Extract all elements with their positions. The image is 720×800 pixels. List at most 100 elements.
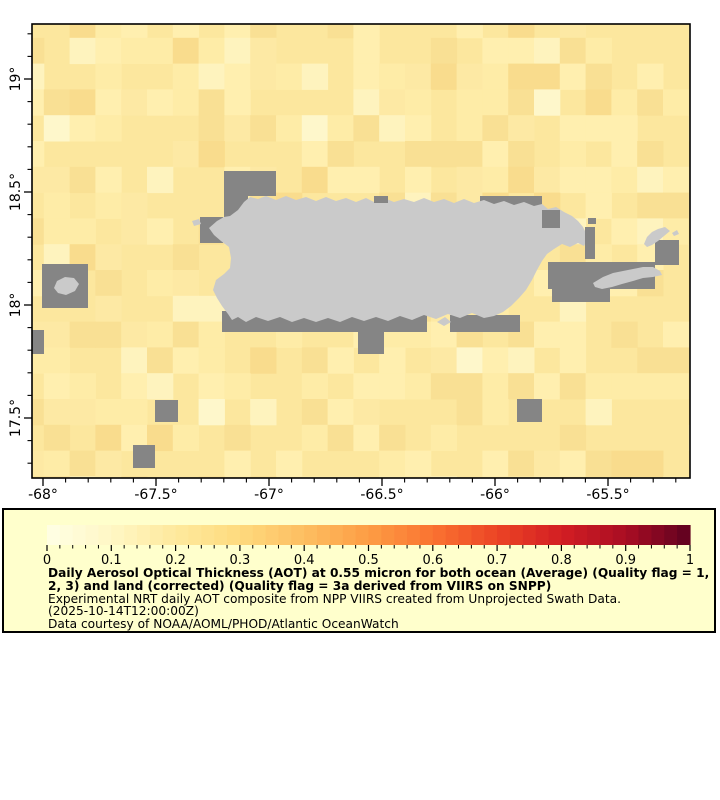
ocean-cell	[534, 321, 561, 348]
ocean-cell	[43, 399, 71, 426]
ocean-cell	[534, 166, 561, 194]
ocean-cell	[559, 450, 587, 477]
ocean-cell	[276, 115, 303, 142]
ocean-cell	[611, 166, 638, 194]
ocean-cell	[95, 166, 122, 194]
ocean-cell	[172, 347, 200, 374]
ocean-cell	[301, 141, 329, 168]
colorbar-segment	[368, 525, 382, 545]
ocean-cell	[688, 373, 690, 400]
ocean-cell	[276, 63, 303, 90]
ocean-cell	[430, 424, 458, 452]
ocean-cell	[43, 347, 71, 374]
ocean-cell	[430, 37, 458, 65]
colorbar-segment	[509, 525, 524, 545]
cloud-cell	[517, 399, 542, 422]
x-axis-label: -65.5°	[586, 487, 629, 503]
ocean-cell	[301, 373, 329, 400]
ocean-cell	[172, 424, 200, 452]
ocean-cell	[353, 37, 380, 65]
colorbar-segment	[175, 525, 190, 545]
cloud-cell	[248, 171, 276, 196]
colorbar-segment	[522, 525, 537, 545]
ocean-cell	[585, 450, 612, 477]
colorbar-tick-label: 0.2	[165, 553, 186, 568]
island-desecheo-island	[192, 219, 201, 226]
colorbar-segment	[381, 525, 395, 545]
ocean-cell	[353, 424, 380, 452]
colorbar-segment	[407, 525, 421, 545]
ocean-cell	[482, 37, 509, 65]
ocean-cell	[405, 166, 432, 194]
ocean-cell	[172, 141, 200, 168]
caption-subtitle: Experimental NRT daily AOT composite fro…	[48, 591, 622, 606]
ocean-cell	[95, 63, 122, 90]
ocean-cell	[559, 373, 587, 400]
ocean-cell	[688, 399, 690, 426]
ocean-cell	[32, 141, 45, 168]
colorbar-segment	[98, 525, 112, 545]
colorbar-tick-label: 0.6	[422, 553, 443, 568]
colorbar-segment	[432, 525, 447, 545]
ocean-cell	[95, 450, 122, 477]
ocean-cell	[172, 295, 200, 323]
ocean-cell	[585, 166, 612, 194]
ocean-cell	[482, 450, 509, 477]
legend-panel: 0 0.1 0.2 0.3 0.4 0.5 0.6 0.7 0.8 0.9 1 Daily Aero…	[2, 508, 716, 633]
colorbar-tick-label: 1	[686, 553, 694, 568]
colorbar-tick-label: 0.3	[230, 553, 251, 568]
ocean-cell	[327, 166, 354, 194]
ocean-cell	[585, 89, 612, 116]
ocean-cell	[121, 399, 148, 426]
ocean-cell	[688, 321, 690, 348]
colorbar-segment	[394, 525, 408, 545]
ocean-cell	[95, 321, 122, 348]
ocean-cell	[482, 347, 509, 374]
ocean-cell	[95, 89, 122, 116]
ocean-cell	[95, 270, 122, 297]
ocean-cell	[147, 37, 174, 65]
ocean-cell	[456, 166, 483, 194]
ocean-cell	[508, 141, 535, 168]
ocean-cell	[250, 347, 277, 374]
ocean-cell	[121, 347, 148, 374]
ocean-cell	[637, 192, 664, 219]
ocean-cell	[456, 89, 483, 116]
ocean-cell	[95, 399, 122, 426]
ocean-cell	[508, 89, 535, 116]
ocean-cell	[327, 476, 354, 478]
ocean-cell	[637, 347, 664, 374]
ocean-cell	[69, 37, 96, 65]
colorbar-segment	[304, 525, 318, 545]
ocean-cell	[43, 89, 71, 116]
caption-title-line-2: 2, 3) and land (corrected) (Quality flag…	[48, 578, 552, 593]
ocean-cell	[327, 399, 354, 426]
ocean-cell	[95, 424, 122, 452]
ocean-cell	[456, 141, 483, 168]
ocean-cell	[456, 347, 483, 374]
colorbar-segment	[85, 525, 100, 545]
y-axis-label: 18°	[8, 293, 24, 318]
colorbar-segment	[59, 525, 74, 545]
colorbar-segment	[471, 525, 485, 545]
island-culebra-island	[644, 227, 670, 247]
caption-title-line-1: Daily Aerosol Optical Thickness (AOT) at…	[48, 566, 710, 580]
ocean-cell	[172, 37, 200, 65]
ocean-cell	[121, 321, 148, 348]
ocean-cell	[379, 450, 406, 477]
ocean-cell	[224, 115, 251, 142]
cloud-cell	[358, 330, 384, 354]
ocean-cell	[637, 373, 664, 400]
ocean-cell	[121, 24, 148, 39]
ocean-cell	[482, 89, 509, 116]
ocean-cell	[508, 450, 535, 477]
colorbar-segment	[239, 525, 254, 545]
colorbar-tick-label: 0	[43, 553, 51, 568]
ocean-cell	[688, 450, 690, 477]
colorbar-segment	[317, 525, 331, 545]
ocean-cell	[69, 476, 96, 478]
ocean-cell	[585, 373, 612, 400]
ocean-cell	[508, 115, 535, 142]
ocean-cell	[688, 192, 690, 219]
ocean-cell	[430, 373, 458, 400]
